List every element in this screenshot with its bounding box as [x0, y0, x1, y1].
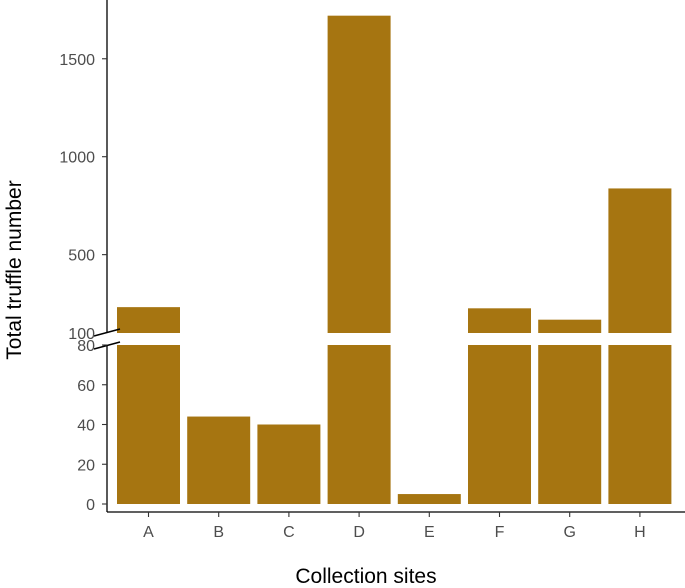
x-tick-label-H: H	[634, 524, 646, 541]
x-axis-title: Collection sites	[295, 565, 436, 588]
axis-break-mark-upper	[93, 328, 121, 337]
y-tick-label-20: 20	[77, 457, 95, 474]
bars-group	[117, 15, 672, 504]
y-tick-label-60: 60	[77, 378, 95, 395]
y-tick-label-0: 0	[86, 497, 95, 514]
x-tick-label-C: C	[283, 524, 295, 541]
y-tick-label-40: 40	[77, 418, 95, 435]
bar-B	[187, 416, 251, 504]
bar-H-upper	[608, 188, 672, 333]
y-tick-label-1000: 1000	[59, 150, 95, 167]
bar-F-lower	[468, 345, 531, 504]
bar-G-lower	[538, 345, 602, 504]
bar-H-lower	[608, 345, 672, 504]
bar-C	[257, 424, 321, 504]
x-tick-label-B: B	[213, 524, 224, 541]
x-tick-label-F: F	[495, 524, 505, 541]
x-tick-label-G: G	[563, 524, 575, 541]
y-tick-label-100: 100	[68, 326, 95, 343]
x-tick-label-D: D	[353, 524, 365, 541]
bar-A-upper	[117, 307, 180, 333]
bar-D-lower	[327, 345, 391, 504]
y-tick-label-80: 80	[77, 338, 95, 355]
x-tick-label-E: E	[424, 524, 435, 541]
bar-D-upper	[327, 15, 391, 333]
bar-F-upper	[468, 308, 531, 333]
bar-A-lower	[117, 345, 180, 504]
x-tick-label-A: A	[143, 524, 154, 541]
bar-E	[397, 494, 461, 504]
y-tick-label-500: 500	[68, 248, 95, 265]
y-axis-title: Total truffle number	[3, 180, 26, 359]
bar-G-upper	[538, 319, 602, 333]
y-tick-label-1500: 1500	[59, 52, 95, 69]
